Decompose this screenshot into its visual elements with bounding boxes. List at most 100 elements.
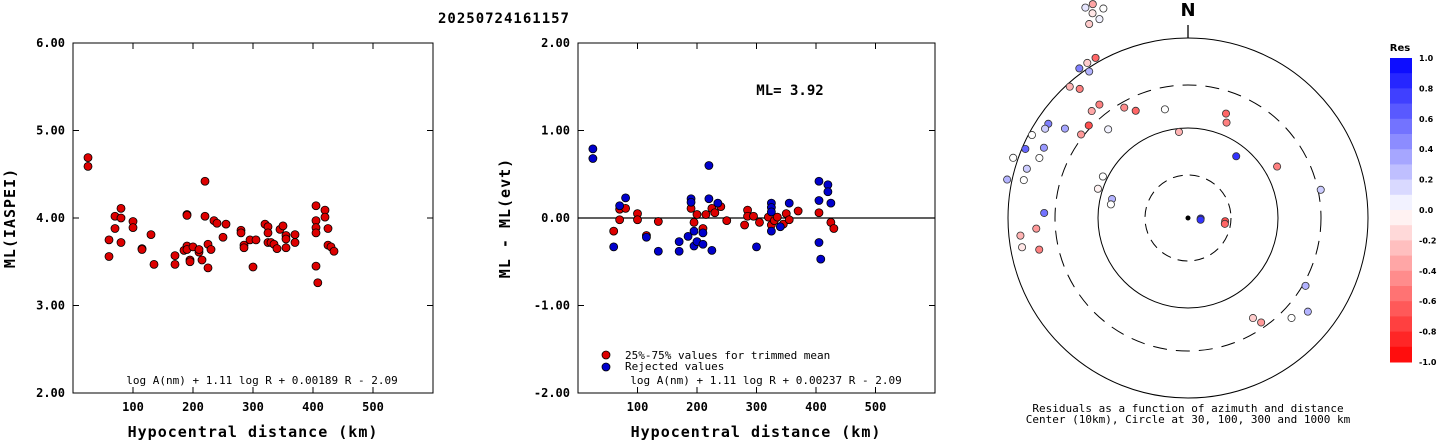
left-data-point xyxy=(137,245,147,254)
legend-rejected-marker xyxy=(601,362,611,372)
left-data-point xyxy=(320,212,330,222)
colorbar-tick-label: 0.2 xyxy=(1419,176,1433,185)
colorbar-tick-label: 0.6 xyxy=(1419,115,1434,124)
left-data-point xyxy=(128,223,138,233)
colorbar-tick-label: 0.8 xyxy=(1419,84,1434,93)
left-data-point xyxy=(203,263,213,273)
middle-x-tick-label: 300 xyxy=(746,400,768,414)
left-data-points xyxy=(83,153,339,288)
left-data-point xyxy=(116,203,126,213)
middle-x-tick-label: 100 xyxy=(627,400,649,414)
residual-point xyxy=(1095,15,1104,24)
residual-point xyxy=(1019,176,1028,185)
left-x-tick-label: 200 xyxy=(182,400,204,414)
rejected-data-point xyxy=(674,237,684,247)
left-data-point xyxy=(221,219,231,229)
residual-point xyxy=(1016,231,1025,240)
residual-point xyxy=(1316,185,1325,194)
rejected-data-point xyxy=(814,238,824,247)
trimmed-data-point xyxy=(710,208,720,218)
left-data-point xyxy=(239,243,249,253)
colorbar-cell xyxy=(1390,164,1412,181)
colorbar-tick-label: 0.4 xyxy=(1419,145,1434,154)
left-y-axis-label: ML(IASPEI) xyxy=(1,168,19,268)
residual-point xyxy=(1060,124,1069,133)
polar-caption-line1: Residuals as a function of azimuth and d… xyxy=(1032,402,1343,415)
middle-y-axis-label: ML - ML(evt) xyxy=(496,158,514,278)
ml-value-label: ML= 3.92 xyxy=(756,83,823,99)
colorbar-tick-label: -1.0 xyxy=(1419,358,1437,367)
left-data-point xyxy=(290,230,300,240)
left-data-point xyxy=(206,245,216,254)
rejected-data-point xyxy=(621,193,630,203)
left-x-tick-label: 100 xyxy=(122,400,144,414)
colorbar-cell xyxy=(1390,58,1412,74)
colorbar-cells xyxy=(1390,58,1412,363)
rejected-data-point xyxy=(674,246,684,256)
rejected-data-point xyxy=(686,197,696,207)
left-data-point xyxy=(278,221,288,231)
rejected-data-point xyxy=(766,226,776,236)
residual-point xyxy=(1088,9,1097,18)
residual-point xyxy=(1021,144,1030,153)
polar-caption-line2: Center (10km), Circle at 30, 100, 300 an… xyxy=(1026,413,1351,426)
trimmed-data-point xyxy=(784,215,794,225)
residual-point xyxy=(1120,103,1129,112)
colorbar-tick-label: -0.8 xyxy=(1419,328,1437,337)
residual-point xyxy=(1221,109,1230,118)
middle-formula: log A(nm) + 1.11 log R + 0.00237 R - 2.0… xyxy=(630,374,902,387)
rejected-data-point xyxy=(816,254,826,264)
residual-point xyxy=(1106,200,1115,209)
residual-point xyxy=(1093,184,1102,193)
left-data-point xyxy=(170,251,180,261)
colorbar-cell xyxy=(1390,88,1412,105)
left-data-point xyxy=(323,224,333,233)
residual-point xyxy=(1222,118,1231,127)
left-data-point xyxy=(182,210,192,220)
left-data-point xyxy=(116,213,126,223)
colorbar-cell xyxy=(1390,301,1412,317)
colorbar-cell xyxy=(1390,103,1412,120)
rejected-data-point xyxy=(642,232,651,242)
trimmed-data-point xyxy=(814,208,824,218)
residual-point xyxy=(1220,219,1229,228)
circle-100km xyxy=(1097,127,1279,309)
trimmed-data-point xyxy=(653,217,663,226)
colorbar-cell xyxy=(1390,286,1412,302)
rejected-data-point xyxy=(689,226,699,236)
rejected-data-point xyxy=(826,198,836,208)
circle-300km xyxy=(1054,84,1322,352)
residual-point xyxy=(1039,143,1048,152)
residual-point xyxy=(1232,152,1241,161)
rejected-data-point xyxy=(698,239,708,249)
colorbar-tick-label: 1.0 xyxy=(1419,54,1434,63)
trimmed-data-point xyxy=(722,216,732,226)
trimmed-data-point xyxy=(829,224,839,233)
figure-title: 20250724161157 xyxy=(438,11,570,27)
colorbar-cell xyxy=(1390,73,1412,89)
left-data-point xyxy=(272,244,282,254)
legend-trimmed-label: 25%-75% values for trimmed mean xyxy=(625,349,830,362)
residual-point xyxy=(1196,215,1205,224)
left-data-point xyxy=(281,243,291,253)
residual-point xyxy=(1022,164,1031,173)
left-y-tick-label: 4.00 xyxy=(36,211,65,225)
residual-point xyxy=(1041,124,1050,133)
left-x-tick-label: 300 xyxy=(242,400,264,414)
colorbar-tick-label: -0.2 xyxy=(1419,236,1437,245)
colorbar-cell xyxy=(1390,225,1412,241)
residual-point xyxy=(1018,243,1027,252)
left-data-point xyxy=(311,201,321,211)
left-data-point xyxy=(218,232,228,242)
colorbar-labels: 1.0 0.8 0.6 0.4 0.2 0.0 -0.2 -0.4 -0.6 -0.8 -1.0 xyxy=(1419,54,1437,367)
residual-point xyxy=(1091,53,1100,62)
circle-1000km xyxy=(1007,37,1369,399)
left-data-point xyxy=(83,161,93,171)
left-data-point xyxy=(290,238,300,247)
residual-point xyxy=(1303,307,1312,316)
residual-point xyxy=(1301,281,1310,290)
left-data-point xyxy=(248,262,258,272)
left-data-point xyxy=(212,218,222,228)
residual-point xyxy=(1174,127,1183,136)
